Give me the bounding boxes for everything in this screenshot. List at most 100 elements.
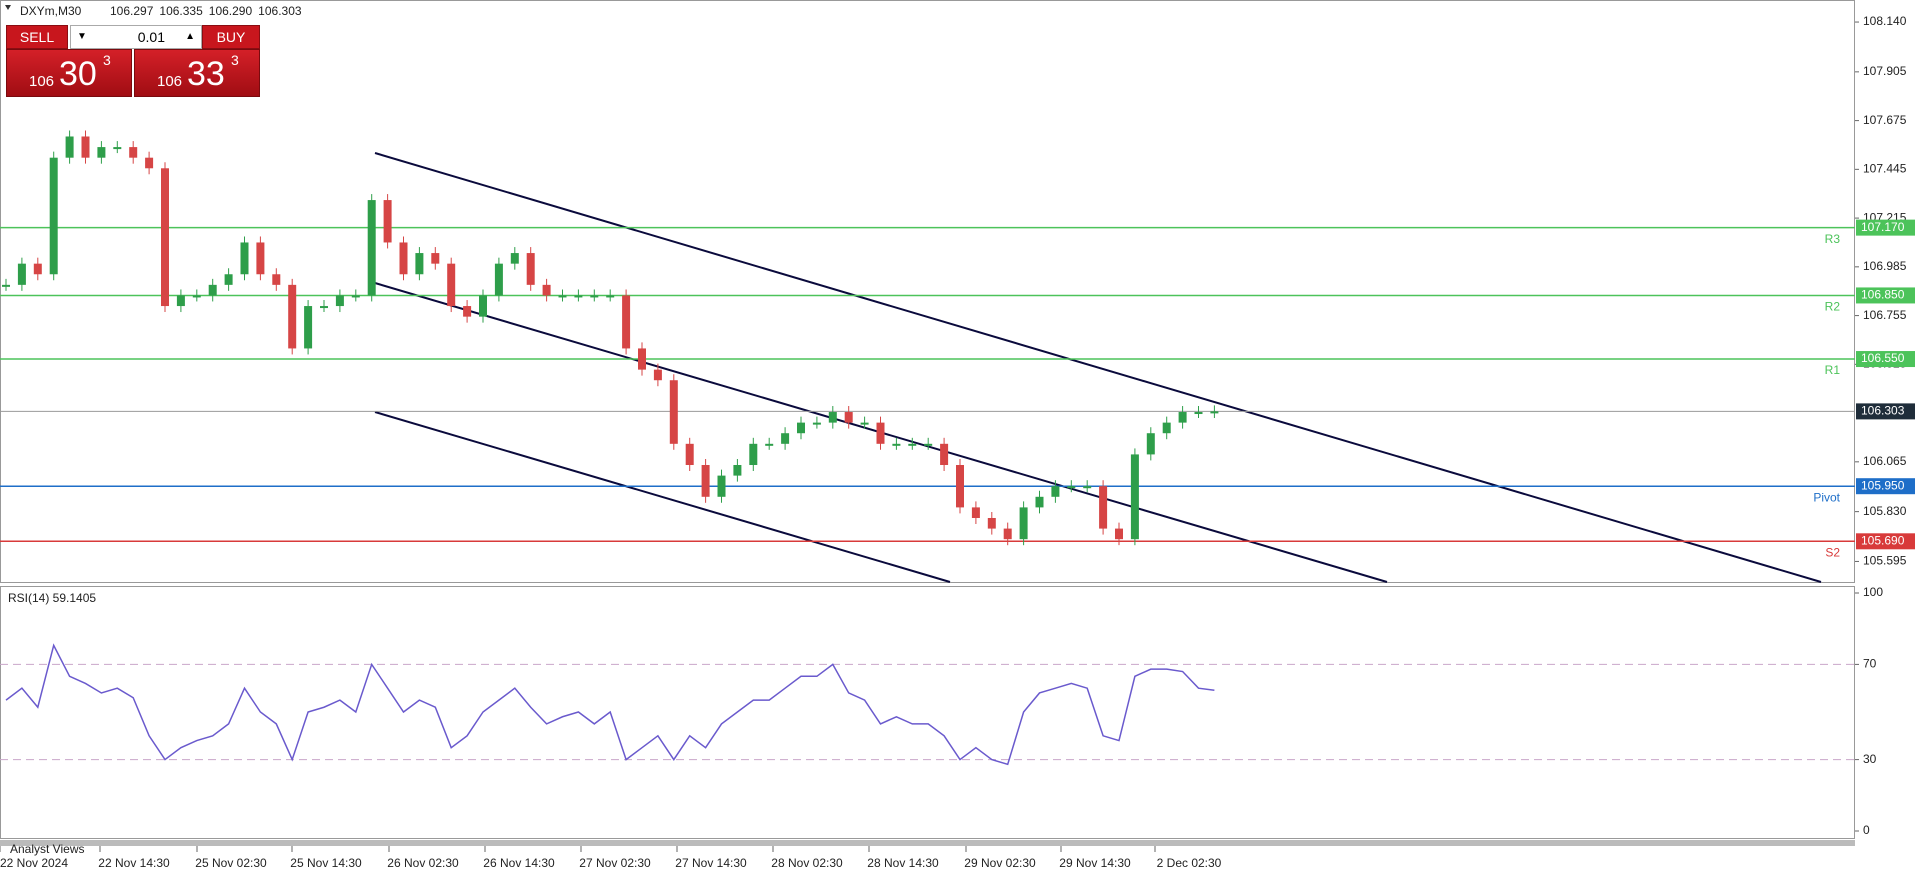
candle xyxy=(304,306,313,349)
candle xyxy=(956,465,964,508)
x-tick-label: 26 Nov 02:30 xyxy=(387,856,459,870)
y-tick-label: 106.985 xyxy=(1863,259,1907,273)
candle xyxy=(1035,496,1044,508)
candle xyxy=(1099,486,1108,529)
candle xyxy=(908,443,917,446)
candle xyxy=(288,284,297,349)
candle xyxy=(367,200,376,296)
level-tag xyxy=(1856,478,1915,495)
level-name: R1 xyxy=(1825,363,1841,377)
x-tick-label: 22 Nov 14:30 xyxy=(98,856,170,870)
level-tag-label: 105.950 xyxy=(1861,478,1905,492)
candle xyxy=(1019,507,1028,540)
candle xyxy=(638,348,646,370)
candle xyxy=(272,274,281,285)
ohlc-value: 106.303 xyxy=(258,4,302,18)
ohlc-value: 106.290 xyxy=(209,4,253,18)
candle xyxy=(717,475,726,497)
candle xyxy=(1083,486,1092,489)
candle xyxy=(335,295,344,307)
candle xyxy=(2,284,10,287)
ohlc-value: 106.335 xyxy=(159,4,203,18)
candle xyxy=(447,263,456,307)
y-tick-label: 105.595 xyxy=(1863,554,1907,568)
candle xyxy=(463,306,472,317)
candle xyxy=(256,242,265,275)
ask-price[interactable]: 106 33 3 xyxy=(134,49,260,97)
candle xyxy=(876,422,885,444)
buy-button[interactable]: BUY xyxy=(202,25,260,49)
rsi-pane-border xyxy=(0,586,1855,839)
level-tag-label: 105.690 xyxy=(1861,533,1905,547)
candle xyxy=(145,157,154,169)
candle xyxy=(1162,422,1171,434)
y-tick-label: 108.140 xyxy=(1863,14,1907,28)
candle xyxy=(1051,486,1060,497)
bid-main: 30 xyxy=(59,55,97,93)
collapse-icon[interactable] xyxy=(5,5,11,10)
candle xyxy=(940,443,949,466)
volume-value: 0.01 xyxy=(137,29,165,45)
volume-input[interactable]: ▼ 0.01 ▲ xyxy=(70,25,202,49)
candle xyxy=(510,253,519,264)
down-arrow[interactable]: ▼ xyxy=(77,31,87,42)
current-price-tag xyxy=(1856,403,1915,420)
y-tick-label: 106.065 xyxy=(1863,454,1907,468)
x-tick-label: 28 Nov 02:30 xyxy=(771,856,843,870)
y-tick-label: 107.905 xyxy=(1863,64,1907,78)
candle xyxy=(971,507,980,518)
candle xyxy=(622,295,631,349)
candle xyxy=(494,263,503,296)
candle xyxy=(240,242,249,275)
candle xyxy=(320,306,328,309)
candle xyxy=(1003,528,1012,540)
candle xyxy=(1067,486,1076,489)
level-name: R3 xyxy=(1825,232,1841,246)
ohlc-values: 106.297 106.335 106.290 106.303 xyxy=(110,4,302,18)
price-pane-border xyxy=(0,0,1855,583)
candle xyxy=(97,147,106,158)
x-tick-label: 25 Nov 02:30 xyxy=(195,856,267,870)
candle xyxy=(542,284,551,296)
candle xyxy=(812,422,821,425)
x-tick-label: 25 Nov 14:30 xyxy=(290,856,362,870)
y-tick-label: 106.755 xyxy=(1863,308,1907,322)
level-tag-label: 106.850 xyxy=(1861,288,1905,302)
candle xyxy=(574,295,583,298)
y-tick-label: 105.830 xyxy=(1863,504,1907,518)
candle xyxy=(383,200,392,243)
candle xyxy=(924,443,933,446)
candle xyxy=(892,443,901,446)
ohlc-value: 106.297 xyxy=(110,4,154,18)
symbol-label: DXYm,M30 xyxy=(20,4,82,18)
candle xyxy=(113,147,122,150)
candle xyxy=(1178,412,1187,423)
candle xyxy=(685,443,694,466)
x-tick-label: 29 Nov 14:30 xyxy=(1059,856,1131,870)
analyst-views[interactable]: Analyst Views xyxy=(10,842,84,856)
candle xyxy=(860,422,869,425)
candle xyxy=(415,253,424,275)
candle xyxy=(176,295,185,307)
candle xyxy=(1194,412,1203,415)
candle xyxy=(49,157,58,275)
bid-price[interactable]: 106 30 3 xyxy=(6,49,132,97)
level-name: R2 xyxy=(1825,300,1841,314)
up-arrow[interactable]: ▲ xyxy=(185,31,195,42)
candle xyxy=(669,380,678,444)
ask-big: 106 xyxy=(157,73,183,90)
candle xyxy=(987,517,996,529)
candle xyxy=(606,295,615,298)
bid-small: 3 xyxy=(103,52,111,68)
candle xyxy=(749,443,758,466)
candle xyxy=(351,295,360,298)
level-tag xyxy=(1856,351,1915,368)
bid-big: 106 xyxy=(29,73,55,90)
candle xyxy=(129,147,138,158)
candle xyxy=(17,263,26,285)
pane-separator xyxy=(0,840,1855,846)
level-tag-label: 107.170 xyxy=(1861,220,1905,234)
rsi-title: RSI(14) 59.1405 xyxy=(8,591,96,605)
sell-button[interactable]: SELL xyxy=(6,25,68,49)
